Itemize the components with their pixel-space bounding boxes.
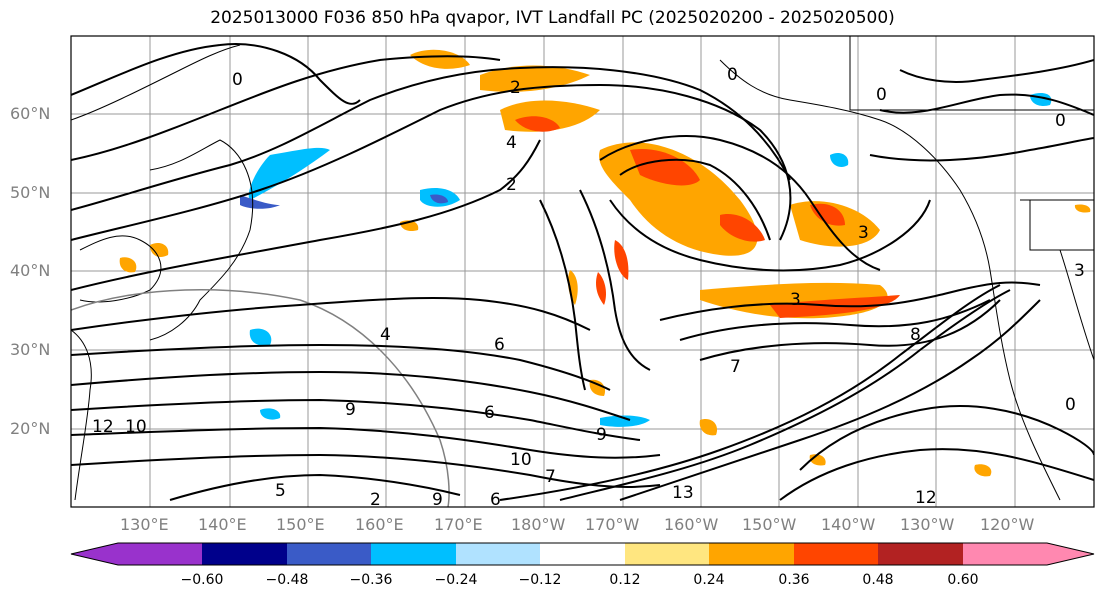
lat-label: 30°N: [10, 340, 51, 359]
contour-label: 0: [1055, 111, 1066, 131]
map-frame: [70, 35, 1095, 508]
contour-label: 6: [490, 490, 501, 510]
reference-circle: [71, 289, 450, 507]
contour-label: 10: [125, 417, 147, 437]
contour-label: 12: [92, 417, 114, 437]
colorbar-segment: [371, 543, 456, 565]
lon-label: 160°W: [664, 515, 719, 534]
contour-label: 9: [345, 400, 356, 420]
lat-label: 60°N: [10, 104, 51, 123]
colorbar: [70, 542, 1095, 566]
lat-label: 20°N: [10, 419, 51, 438]
contour-label: 6: [494, 335, 505, 355]
contour-label: 3: [790, 290, 801, 310]
contour-label: 3: [1074, 261, 1085, 281]
contour-label: 4: [380, 325, 391, 345]
contour-label: 7: [730, 357, 741, 377]
lon-label: 150°E: [276, 515, 325, 534]
ivt-contours: [71, 43, 1094, 501]
contour-label: 13: [672, 483, 694, 503]
colorbar-tick-label: −0.36: [349, 572, 393, 588]
contour-label: 2: [506, 175, 517, 195]
contour-label: 0: [232, 70, 243, 90]
colorbar-segment: [287, 543, 371, 565]
contour-label: 6: [484, 403, 495, 423]
colorbar-segment: [202, 543, 287, 565]
lon-label: 160°E: [355, 515, 404, 534]
lon-label: 130°E: [120, 515, 169, 534]
contour-label: 10: [510, 450, 532, 470]
colorbar-tick-label: −0.24: [434, 572, 478, 588]
contour-label: 0: [727, 65, 738, 85]
colorbar-tick-label: −0.48: [265, 572, 309, 588]
colorbar-tick-label: 0.48: [862, 572, 894, 588]
contour-label: 5: [275, 481, 286, 501]
lon-label: 130°W: [900, 515, 955, 534]
colorbar-segment: [456, 543, 540, 565]
contour-label: 12: [915, 488, 937, 508]
contour-label: 3: [858, 223, 869, 243]
colorbar-tick-label: 0.36: [778, 572, 810, 588]
contour-label: 2: [370, 490, 381, 510]
lon-label: 120°W: [980, 515, 1035, 534]
colorbar-segment: [71, 543, 202, 565]
lon-label: 140°W: [821, 515, 876, 534]
contour-label: 0: [1065, 395, 1076, 415]
colorbar-segment: [794, 543, 878, 565]
lon-label: 140°E: [198, 515, 247, 534]
lon-label: 180°W: [511, 515, 566, 534]
contour-label: 2: [510, 78, 521, 98]
contour-label: 0: [876, 85, 887, 105]
lat-label: 40°N: [10, 261, 51, 280]
contour-label: 9: [432, 490, 443, 510]
lat-label: 50°N: [10, 183, 51, 202]
colorbar-segment: [878, 543, 963, 565]
contour-label: 9: [596, 425, 607, 445]
lon-label: 150°W: [742, 515, 797, 534]
colorbar-segment: [625, 543, 709, 565]
contour-label: 7: [545, 467, 556, 487]
colorbar-tick-label: 0.12: [609, 572, 641, 588]
colorbar-segment: [540, 543, 625, 565]
map-title: 2025013000 F036 850 hPa qvapor, IVT Land…: [210, 8, 895, 28]
contour-label: 4: [506, 133, 517, 153]
coastlines: [71, 36, 1094, 501]
colorbar-tick-label: 0.60: [947, 572, 979, 588]
contour-labels: 0 0 0 0 2 4 2 3 3 3 4 6 7 8 9 9 10 10 12…: [92, 65, 1085, 510]
contour-label: 8: [910, 325, 921, 345]
colorbar-tick-label: 0.24: [693, 572, 725, 588]
colorbar-segment: [963, 543, 1094, 565]
colorbar-tick-label: −0.60: [180, 572, 224, 588]
lon-label: 170°W: [585, 515, 640, 534]
lon-label: 170°E: [434, 515, 483, 534]
colorbar-segment: [709, 543, 794, 565]
colorbar-tick-label: −0.12: [518, 572, 562, 588]
